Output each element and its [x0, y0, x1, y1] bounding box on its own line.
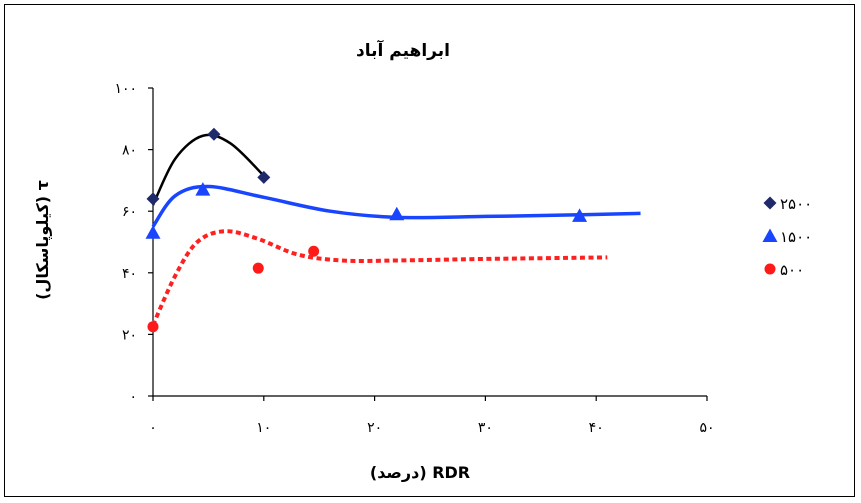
x-tick-label: ۱۰ [256, 420, 271, 436]
x-ticks: ۰ ۱۰ ۲۰ ۳۰ ۴۰ ۵۰ [149, 396, 715, 436]
y-tick-label: ۲۰ [122, 327, 137, 343]
y-ticks: ۰ ۲۰ ۴۰ ۶۰ ۸۰ ۱۰۰ [114, 81, 153, 405]
trend-lines [151, 133, 641, 326]
x-tick-label: ۲۰ [367, 420, 382, 436]
data-point-series-1 [146, 192, 160, 206]
legend-label-1: ۲۵۰۰ [780, 195, 812, 213]
data-point-series-1 [257, 170, 271, 184]
legend-label-2: ۱۵۰۰ [780, 228, 812, 246]
y-tick-label: ۸۰ [122, 143, 137, 159]
y-tick-label: ۰ [129, 389, 137, 405]
data-point-series-2 [195, 182, 211, 196]
chart-frame [4, 4, 855, 497]
data-point-series-1 [207, 127, 221, 141]
data-point-series-3 [308, 245, 320, 257]
data-point-series-2 [572, 208, 588, 222]
legend-marker-1 [763, 196, 777, 210]
trend-line-series-2 [151, 184, 641, 228]
y-tick-label: ۱۰۰ [114, 81, 137, 97]
y-tick-label: ۶۰ [122, 204, 137, 220]
x-axis-label: RDR (درصد) [370, 463, 470, 482]
legend-marker-3 [764, 263, 776, 275]
data-markers [145, 127, 588, 333]
data-point-series-2 [389, 206, 405, 221]
legend-marker-2 [762, 228, 778, 242]
trend-line-series-1 [151, 133, 265, 206]
x-tick-label: ۵۰ [699, 420, 714, 436]
axes [152, 88, 707, 397]
x-tick-label: ۰ [149, 420, 157, 436]
data-point-series-2 [145, 225, 161, 239]
legend-label-3: ۵۰۰ [780, 261, 804, 279]
trend-line-series-3 [151, 229, 608, 326]
y-tick-label: ۴۰ [122, 266, 137, 282]
y-axis-label: τ (کیلوپاسکال) [33, 180, 53, 300]
x-tick-label: ۳۰ [478, 420, 493, 436]
legend: ۲۵۰۰ ۱۵۰۰ ۵۰۰ [762, 195, 812, 279]
data-point-series-3 [147, 321, 159, 333]
data-point-series-3 [252, 262, 264, 274]
chart-title: ابراهیم آباد [356, 39, 450, 61]
x-tick-label: ۴۰ [589, 420, 604, 436]
